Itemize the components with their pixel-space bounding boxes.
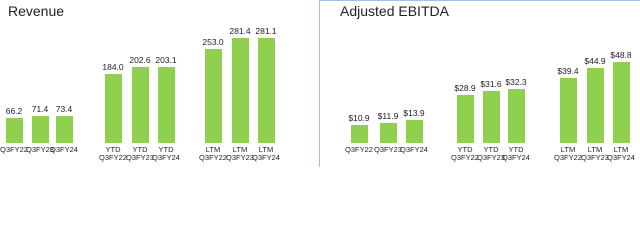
bar: [55, 115, 73, 143]
value-label: 281.4: [229, 26, 251, 37]
x-tick-label: Q3FY23: [26, 145, 54, 154]
x-tick-label: YTD Q3FY22: [99, 145, 127, 162]
x-tick-label: LTM Q3FY24: [607, 145, 635, 162]
bar: [5, 118, 23, 143]
x-tick-label: Q3FY22: [345, 145, 373, 154]
bar: [204, 48, 222, 143]
x-tick-label: YTD Q3FY22: [451, 145, 479, 162]
value-label: 71.4: [31, 104, 49, 115]
bar: [231, 38, 249, 143]
value-label: 73.4: [55, 103, 73, 114]
x-tick-label: LTM Q3FY22: [554, 145, 582, 162]
value-label: $44.9: [584, 56, 606, 67]
x-tick-label: YTD Q3FY24: [152, 145, 180, 162]
x-tick-label: YTD Q3FY23: [126, 145, 154, 162]
panel-border: [319, 0, 640, 1]
value-label: $31.6: [480, 78, 502, 89]
x-tick-label: YTD Q3FY24: [502, 145, 530, 162]
value-label: 66.2: [5, 106, 23, 117]
value-label: $48.8: [610, 49, 632, 60]
bar: [131, 67, 149, 143]
value-label: 184.0: [102, 62, 124, 73]
x-tick-label: Q3FY24: [50, 145, 78, 154]
x-tick-label: LTM Q3FY24: [252, 145, 280, 162]
value-label: 203.1: [155, 55, 177, 66]
bar: [405, 119, 423, 143]
x-tick-label: Q3FY23: [374, 145, 402, 154]
bar: [31, 116, 49, 143]
value-label: $32.3: [505, 77, 527, 88]
x-tick-label: Q3FY22: [0, 145, 28, 154]
chart-title: Revenue: [8, 3, 65, 19]
x-tick-label: LTM Q3FY22: [199, 145, 227, 162]
value-label: 202.6: [129, 55, 151, 66]
chart-title: Adjusted EBITDA: [340, 3, 449, 19]
bar: [257, 38, 275, 143]
bar: [482, 90, 500, 143]
bar: [559, 77, 577, 143]
value-label: $39.4: [557, 65, 579, 76]
bar: [456, 95, 474, 143]
bar: [586, 68, 604, 143]
value-label: $28.9: [454, 83, 476, 94]
value-label: $10.9: [348, 112, 370, 123]
bar: [379, 123, 397, 143]
value-label: 281.1: [255, 26, 277, 37]
bar: [350, 124, 368, 143]
bar: [612, 61, 630, 143]
x-tick-label: LTM Q3FY23: [581, 145, 609, 162]
panel-divider: [319, 0, 320, 167]
value-label: $13.9: [403, 107, 425, 118]
bar: [157, 67, 175, 143]
page: {"chart_data": [ {"type": "bar", "title"…: [0, 0, 640, 167]
bar: [507, 89, 525, 143]
x-tick-label: YTD Q3FY23: [477, 145, 505, 162]
bar: [104, 74, 122, 143]
value-label: $11.9: [377, 111, 399, 122]
value-label: 253.0: [202, 36, 224, 47]
x-tick-label: LTM Q3FY23: [226, 145, 254, 162]
x-tick-label: Q3FY24: [400, 145, 428, 154]
